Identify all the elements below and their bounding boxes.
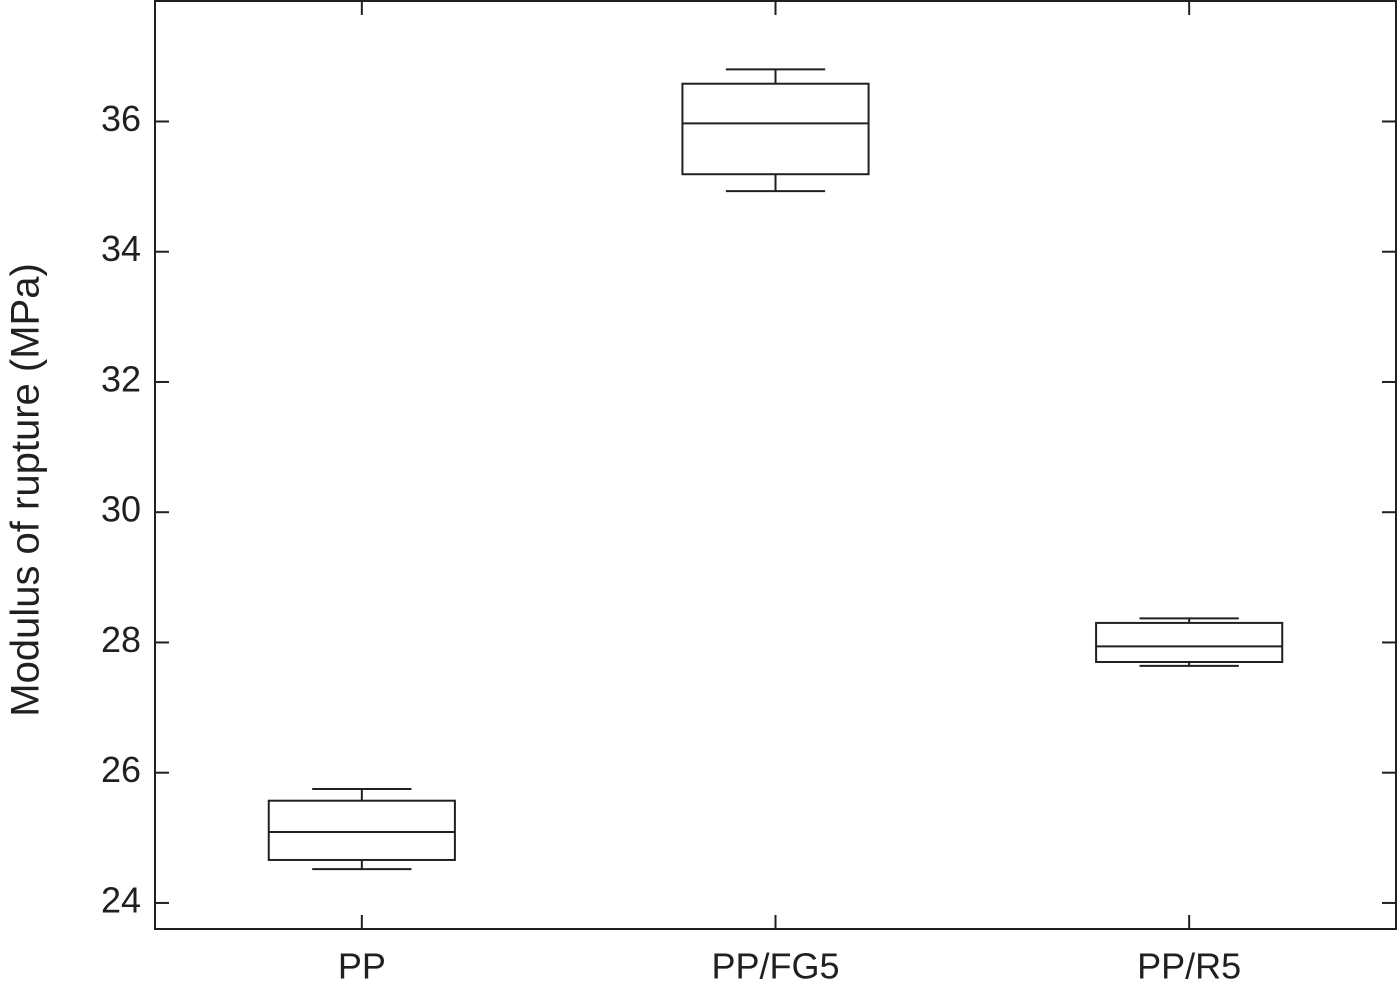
box (1095, 621, 1284, 663)
y-tick-label: 36 (101, 98, 141, 139)
y-tick-label: 24 (101, 879, 141, 920)
y-axis-label: Modulus of rupture (MPa) (4, 263, 48, 717)
y-tick-label: 28 (101, 619, 141, 660)
box (681, 82, 870, 176)
x-tick-label: PP/FG5 (711, 946, 839, 987)
y-tick-label: 34 (101, 228, 141, 269)
y-tick-label: 30 (101, 489, 141, 530)
box (267, 799, 456, 861)
x-tick-label: PP (338, 946, 386, 987)
y-tick-label: 32 (101, 358, 141, 399)
x-tick-label: PP/R5 (1137, 946, 1241, 987)
y-tick-label: 26 (101, 749, 141, 790)
